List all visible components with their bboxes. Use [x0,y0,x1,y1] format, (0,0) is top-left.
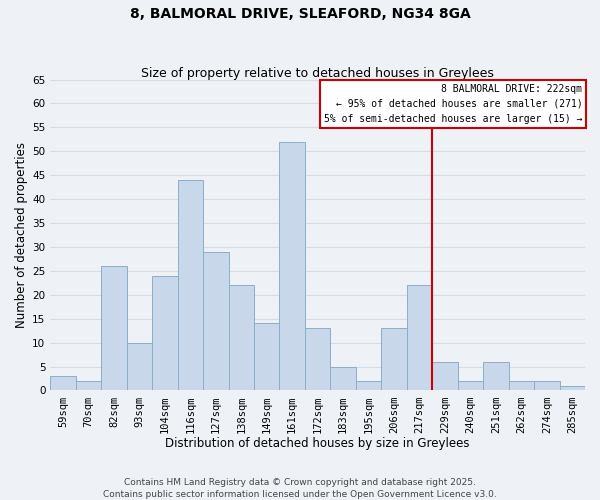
Bar [101,266,127,390]
Bar [534,381,560,390]
Bar [178,180,203,390]
Bar [305,328,331,390]
Bar [280,142,305,390]
Bar [356,381,381,390]
Bar [483,362,509,390]
Bar [229,285,254,391]
Bar [458,381,483,390]
Bar [203,252,229,390]
Title: Size of property relative to detached houses in Greylees: Size of property relative to detached ho… [141,66,494,80]
Bar [152,276,178,390]
Text: Contains HM Land Registry data © Crown copyright and database right 2025.
Contai: Contains HM Land Registry data © Crown c… [103,478,497,499]
Bar [50,376,76,390]
Text: 8 BALMORAL DRIVE: 222sqm
← 95% of detached houses are smaller (271)
5% of semi-d: 8 BALMORAL DRIVE: 222sqm ← 95% of detach… [324,84,583,124]
Y-axis label: Number of detached properties: Number of detached properties [15,142,28,328]
Bar [331,366,356,390]
Text: 8, BALMORAL DRIVE, SLEAFORD, NG34 8GA: 8, BALMORAL DRIVE, SLEAFORD, NG34 8GA [130,8,470,22]
Bar [509,381,534,390]
Bar [560,386,585,390]
Bar [127,342,152,390]
X-axis label: Distribution of detached houses by size in Greylees: Distribution of detached houses by size … [166,437,470,450]
Bar [254,324,280,390]
Bar [432,362,458,390]
Bar [407,285,432,391]
Bar [76,381,101,390]
Bar [381,328,407,390]
